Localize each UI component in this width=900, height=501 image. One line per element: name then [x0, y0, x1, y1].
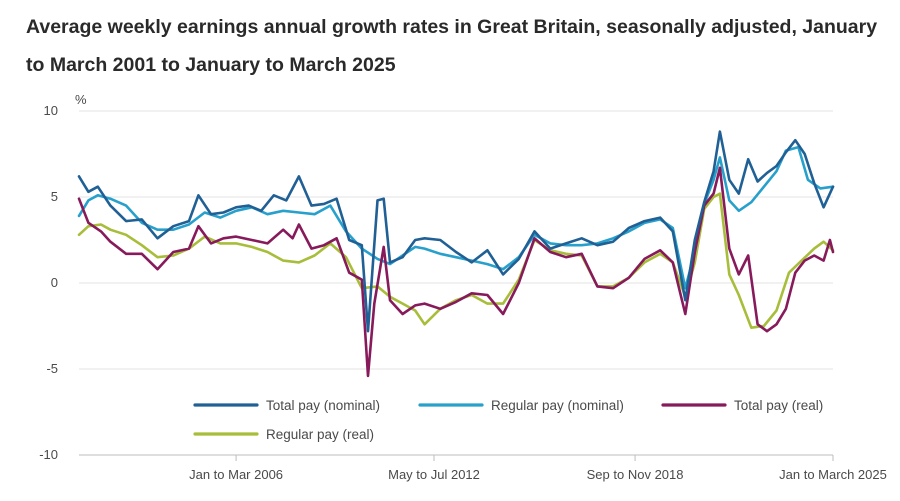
y-tick-label: 5 [51, 189, 58, 204]
legend-label: Regular pay (nominal) [491, 398, 624, 413]
y-axis-ticks: 10 5 0 -5 -10 [39, 103, 58, 462]
legend-item[interactable]: Total pay (nominal) [193, 398, 380, 413]
chart-title: Average weekly earnings annual growth ra… [26, 16, 878, 76]
legend: Total pay (nominal) Regular pay (nominal)… [193, 398, 823, 442]
legend-label: Regular pay (real) [266, 427, 374, 442]
series-line-total-pay-nominal[interactable] [77, 130, 835, 333]
y-tick-label: 10 [44, 103, 58, 118]
y-axis-unit-label: % [75, 92, 87, 107]
legend-item[interactable]: Regular pay (nominal) [418, 398, 624, 413]
y-tick-label: -10 [39, 447, 58, 462]
series-line-total-pay-real[interactable] [77, 166, 835, 378]
legend-label: Total pay (nominal) [266, 398, 380, 413]
legend-item[interactable]: Regular pay (real) [193, 427, 374, 442]
y-tick-label: 0 [51, 275, 58, 290]
legend-label: Total pay (real) [734, 398, 823, 413]
x-tick-label: Jan to March 2025 [779, 467, 887, 482]
x-tick-label: May to Jul 2012 [388, 467, 480, 482]
x-tick-label: Sep to Nov 2018 [587, 467, 684, 482]
legend-item[interactable]: Total pay (real) [661, 398, 823, 413]
series-line-regular-pay-nominal[interactable] [77, 145, 835, 290]
y-tick-label: -5 [46, 361, 58, 376]
x-axis-ticks: Jan to Mar 2006 May to Jul 2012 Sep to Nov… [189, 455, 887, 482]
series-lines [77, 130, 835, 378]
x-tick-label: Jan to Mar 2006 [189, 467, 283, 482]
